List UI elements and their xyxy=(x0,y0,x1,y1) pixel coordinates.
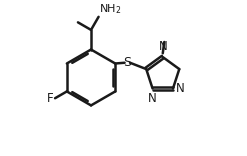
Text: NH$_2$: NH$_2$ xyxy=(99,2,122,16)
Text: S: S xyxy=(123,56,131,69)
Text: N: N xyxy=(176,82,185,95)
Text: F: F xyxy=(47,92,54,105)
Text: N: N xyxy=(158,40,167,53)
Text: N: N xyxy=(147,92,156,105)
